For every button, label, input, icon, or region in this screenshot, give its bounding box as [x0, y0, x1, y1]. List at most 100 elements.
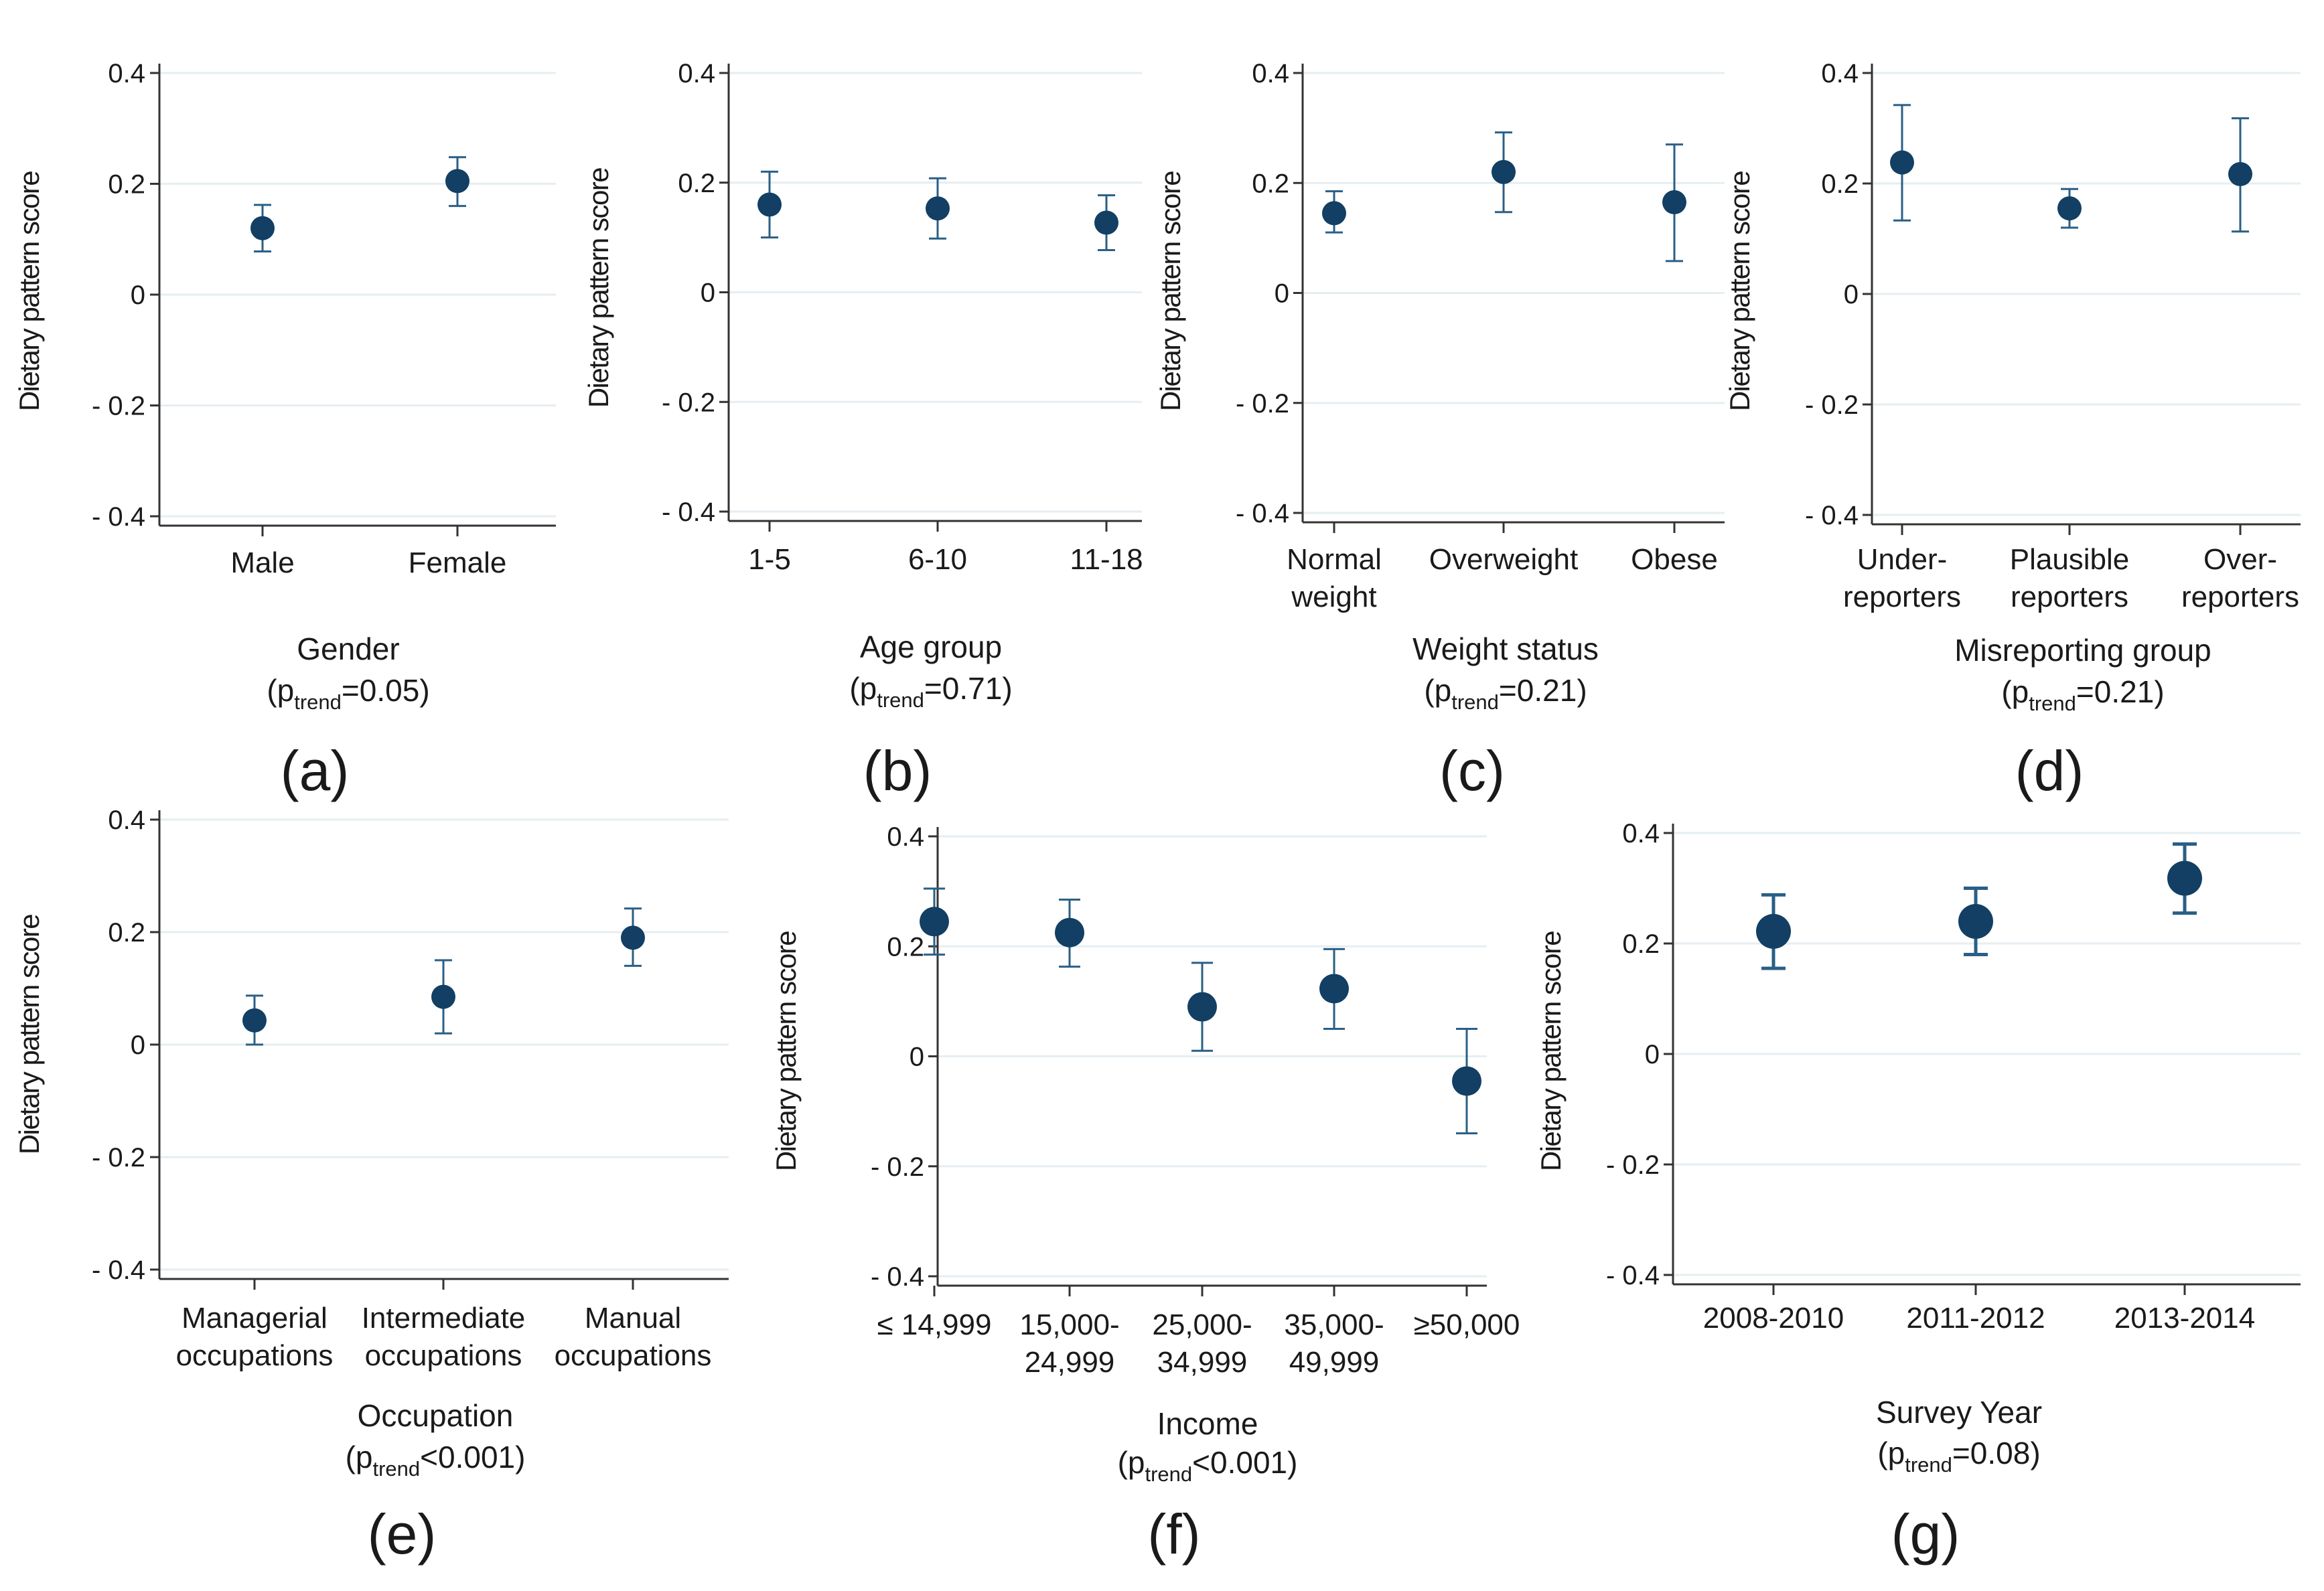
p-trend-value-a: =0.05): [342, 673, 430, 708]
category-label-a-0: Male: [230, 546, 294, 579]
p-trend-subscript-d: trend: [2029, 692, 2076, 715]
category-label-line-a-1-0: Female: [409, 546, 507, 579]
data-point-b-2: [1094, 210, 1118, 235]
category-label-g-2: 2013-2014: [2114, 1302, 2255, 1335]
data-point-c-0: [1322, 201, 1346, 226]
x-axis-title-e: Occupation: [358, 1398, 514, 1433]
y-tick-label-b-0: 0.4: [678, 59, 715, 88]
category-label-f-4: ≥50,000: [1414, 1308, 1520, 1341]
p-trend-subscript-e: trend: [372, 1457, 420, 1481]
panel-label-b: (b): [863, 739, 932, 802]
category-label-line-b-0-0: 1-5: [748, 543, 791, 576]
y-tick-label-f-0: 0.4: [887, 822, 924, 852]
y-tick-label-b-2: 0: [701, 279, 715, 308]
y-tick-label-a-3: - 0.2: [92, 392, 145, 421]
x-axis-title-b: Age group: [860, 629, 1002, 664]
p-trend-g: (ptrend=0.08): [1877, 1436, 2040, 1476]
p-trend-prefix-c: (p: [1424, 673, 1451, 708]
p-trend-subscript-f: trend: [1145, 1462, 1192, 1486]
category-label-line-d-1-0: Plausible: [2010, 543, 2130, 576]
y-tick-label-d-4: - 0.4: [1805, 501, 1859, 530]
category-label-line-f-1-0: 15,000-: [1019, 1308, 1119, 1341]
data-point-f-2: [1187, 992, 1217, 1022]
p-trend-subscript-b: trend: [877, 688, 924, 712]
y-tick-label-a-4: - 0.4: [92, 502, 145, 532]
data-point-b-1: [926, 196, 950, 221]
y-tick-label-e-1: 0.2: [108, 918, 145, 948]
panel-label-d: (d): [2015, 739, 2084, 802]
panel-c: 0.4 0.2 0 - 0.2 - 0.4 Dietary pattern score No…: [1155, 59, 1725, 802]
panel-g: 0.4 0.2 0 - 0.2 - 0.4 Dietary pattern score 20…: [1535, 819, 2301, 1566]
category-label-line-d-1-1: reporters: [2011, 581, 2128, 613]
panel-label-f: (f): [1147, 1503, 1200, 1566]
category-label-e-0: Managerial occupations: [176, 1302, 334, 1372]
p-trend-prefix-a: (p: [267, 673, 294, 708]
category-label-line-f-3-1: 49,999: [1289, 1346, 1380, 1379]
y-axis-label-e: Dietary pattern score: [13, 915, 45, 1154]
y-tick-label-e-0: 0.4: [108, 806, 145, 835]
x-axis-title-d: Misreporting group: [1954, 633, 2211, 668]
category-label-line-c-0-1: weight: [1291, 581, 1376, 613]
category-label-line-e-1-0: Intermediate: [362, 1302, 526, 1335]
category-label-line-b-1-0: 6-10: [908, 543, 967, 576]
category-label-d-1: Plausible reporters: [2010, 543, 2130, 613]
p-trend-a: (ptrend=0.05): [267, 673, 429, 714]
category-label-c-1: Overweight: [1429, 543, 1579, 576]
category-label-line-f-0-0: ≤ 14,999: [877, 1308, 992, 1341]
y-axis-label-b: Dietary pattern score: [583, 168, 614, 408]
data-point-d-1: [2057, 196, 2082, 221]
category-label-line-f-2-1: 34,999: [1157, 1346, 1248, 1379]
data-point-e-0: [242, 1008, 267, 1033]
category-label-line-b-2-0: 11-18: [1070, 543, 1143, 576]
category-label-c-0: Normal weight: [1287, 543, 1382, 613]
category-label-line-g-0-0: 2008-2010: [1703, 1302, 1844, 1335]
category-label-f-3: 35,000- 49,999: [1284, 1308, 1384, 1379]
panel-label-c: (c): [1439, 739, 1505, 802]
panel-f: 0.4 0.2 0 - 0.2 - 0.4 Dietary pattern score ≤ …: [770, 822, 1520, 1566]
data-point-e-1: [431, 984, 455, 1009]
y-tick-label-c-3: - 0.2: [1236, 389, 1289, 419]
y-axis-label-a: Dietary pattern score: [13, 171, 45, 411]
data-point-f-1: [1055, 917, 1084, 948]
category-label-line-g-1-0: 2011-2012: [1906, 1302, 2045, 1335]
p-trend-prefix-b: (p: [849, 671, 877, 706]
y-axis-label-d: Dietary pattern score: [1724, 171, 1755, 411]
y-tick-label-d-1: 0.2: [1821, 169, 1859, 199]
panel-d: 0.4 0.2 0 - 0.2 - 0.4 Dietary pattern score Un…: [1724, 59, 2301, 802]
category-label-line-e-1-1: occupations: [365, 1339, 522, 1372]
y-tick-label-e-2: 0: [131, 1031, 145, 1060]
data-point-g-2: [2167, 860, 2202, 896]
y-tick-label-g-1: 0.2: [1622, 929, 1660, 959]
p-trend-value-g: =0.08): [1952, 1436, 2041, 1470]
y-tick-label-b-1: 0.2: [678, 169, 715, 198]
category-label-line-f-1-1: 24,999: [1025, 1346, 1115, 1379]
category-label-line-e-0-1: occupations: [176, 1339, 334, 1372]
y-tick-label-d-3: - 0.2: [1805, 390, 1859, 420]
category-label-f-2: 25,000- 34,999: [1152, 1308, 1252, 1379]
y-tick-label-d-2: 0: [1844, 280, 1859, 309]
p-trend-f: (ptrend<0.001): [1118, 1445, 1298, 1486]
category-label-line-d-0-1: reporters: [1843, 581, 1961, 613]
category-label-line-f-4-0: ≥50,000: [1414, 1308, 1520, 1341]
p-trend-value-b: =0.71): [924, 671, 1013, 706]
p-trend-b: (ptrend=0.71): [849, 671, 1012, 712]
panel-a: 0.4 0.2 0 - 0.2 - 0.4 Dietary pattern score Ma…: [13, 59, 556, 802]
category-label-line-c-0-0: Normal: [1287, 543, 1382, 576]
p-trend-value-f: <0.001): [1192, 1445, 1297, 1480]
p-trend-e: (ptrend<0.001): [346, 1440, 526, 1481]
y-tick-label-a-0: 0.4: [108, 59, 145, 88]
p-trend-value-e: <0.001): [420, 1440, 525, 1474]
y-tick-label-a-1: 0.2: [108, 170, 145, 200]
panel-e: 0.4 0.2 0 - 0.2 - 0.4 Dietary pattern score Ma…: [13, 806, 729, 1566]
data-point-a-1: [445, 169, 469, 194]
p-trend-subscript-g: trend: [1905, 1453, 1952, 1476]
data-point-d-0: [1890, 150, 1914, 175]
category-label-d-2: Over-reporters: [2181, 543, 2299, 613]
category-label-e-1: Intermediate occupations: [362, 1302, 526, 1372]
category-label-line-d-2-0: Over-: [2203, 543, 2277, 576]
data-point-f-4: [1452, 1066, 1481, 1096]
category-label-line-d-2-1: reporters: [2181, 581, 2299, 613]
category-label-g-1: 2011-2012: [1906, 1302, 2045, 1335]
x-axis-title-c: Weight status: [1412, 631, 1599, 666]
